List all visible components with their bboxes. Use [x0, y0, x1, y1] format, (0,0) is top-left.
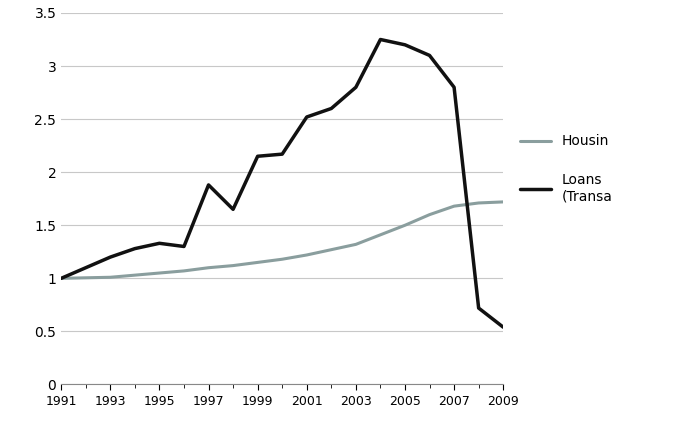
Housin: [303, 252, 311, 257]
Loans
(Transa: [229, 207, 237, 212]
Legend: Housin, Loans
(Transa: Housin, Loans (Transa: [515, 129, 618, 209]
Loans
(Transa: [499, 324, 507, 330]
Housin: [376, 232, 384, 238]
Loans
(Transa: [82, 265, 90, 270]
Loans
(Transa: [401, 42, 409, 48]
Loans
(Transa: [450, 85, 458, 90]
Loans
(Transa: [303, 114, 311, 120]
Housin: [450, 203, 458, 209]
Housin: [180, 268, 188, 273]
Housin: [205, 265, 213, 270]
Loans
(Transa: [376, 37, 384, 42]
Loans
(Transa: [57, 276, 65, 281]
Housin: [327, 247, 335, 252]
Line: Loans
(Transa: Loans (Transa: [61, 39, 503, 327]
Loans
(Transa: [155, 241, 163, 246]
Loans
(Transa: [278, 152, 286, 157]
Loans
(Transa: [205, 182, 213, 187]
Loans
(Transa: [426, 53, 434, 58]
Housin: [131, 273, 139, 278]
Loans
(Transa: [131, 246, 139, 251]
Housin: [57, 276, 65, 281]
Housin: [106, 275, 114, 280]
Loans
(Transa: [475, 305, 483, 311]
Housin: [475, 200, 483, 206]
Loans
(Transa: [352, 85, 360, 90]
Housin: [229, 263, 237, 268]
Housin: [499, 199, 507, 204]
Loans
(Transa: [180, 244, 188, 249]
Loans
(Transa: [106, 254, 114, 260]
Housin: [426, 212, 434, 217]
Housin: [155, 270, 163, 276]
Loans
(Transa: [327, 106, 335, 111]
Loans
(Transa: [254, 154, 262, 159]
Housin: [278, 257, 286, 262]
Line: Housin: Housin: [61, 202, 503, 278]
Housin: [352, 242, 360, 247]
Housin: [254, 260, 262, 265]
Housin: [82, 275, 90, 280]
Housin: [401, 222, 409, 228]
